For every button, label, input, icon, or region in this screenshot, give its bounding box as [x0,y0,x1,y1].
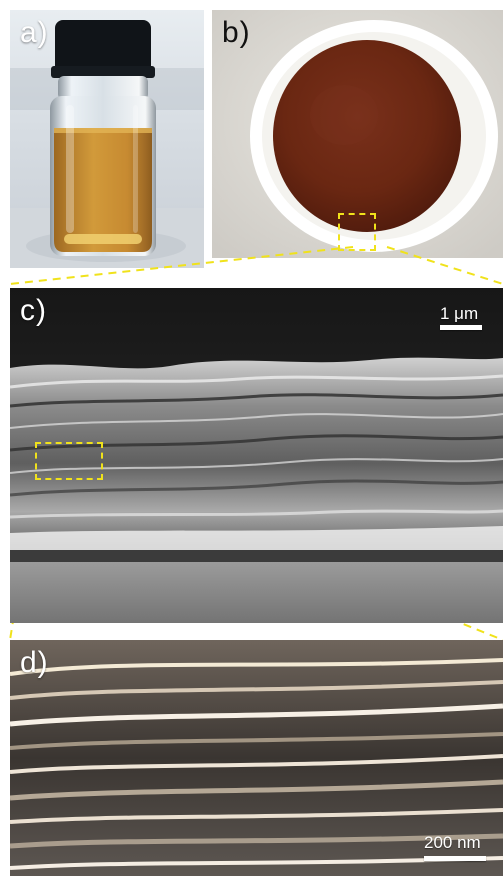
panel-d-label: d) [20,646,49,679]
sem-zoom-box [35,442,103,480]
panel-b-label: b) [222,16,251,49]
sem-zoom-detail [10,640,503,876]
vial-photo [10,10,204,268]
panel-c-label: c) [20,294,47,327]
sem-cross-section [10,288,503,623]
connector-left-1 [9,246,354,285]
panel-c-scale-label: 1 μm [440,304,479,323]
panel-d-scale-bar [424,856,486,861]
panel-d-scale-label: 200 nm [424,833,481,852]
panel-b-photo: b) [212,10,503,258]
panel-d-sem: d) 200 nm [10,640,503,876]
membrane-photo [212,10,503,258]
panel-a-photo: a) [10,10,204,268]
panel-c-sem: c) 1 μm [10,288,503,623]
panel-c-scale-bar [440,325,482,330]
connector-right-1 [386,246,503,285]
membrane-zoom-box [338,213,376,251]
panel-a-label: a) [20,16,49,49]
